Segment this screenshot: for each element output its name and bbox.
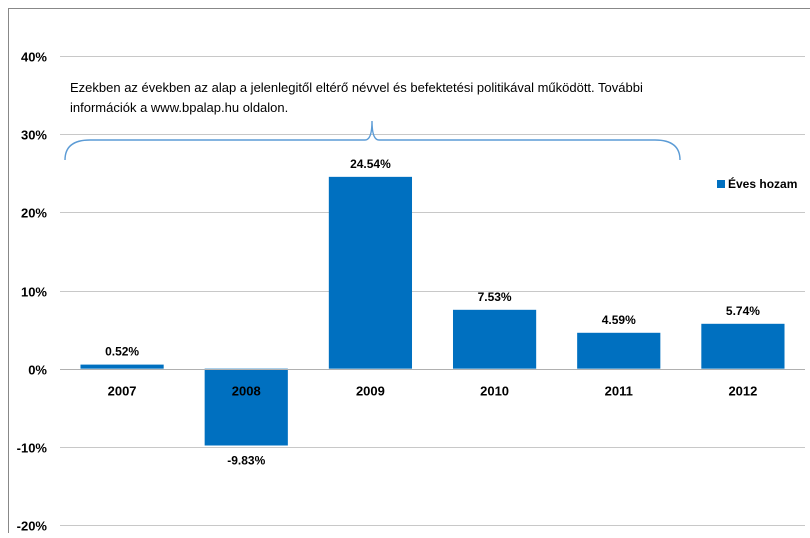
data-label-2010: 7.53% bbox=[478, 290, 512, 304]
x-tick-label-2009: 2009 bbox=[356, 384, 385, 399]
data-label-2007: 0.52% bbox=[105, 345, 139, 359]
bar-2011 bbox=[577, 333, 660, 369]
x-tick-label-2008: 2008 bbox=[232, 384, 261, 399]
data-label-2008: -9.83% bbox=[227, 454, 265, 468]
legend: Éves hozam bbox=[717, 176, 797, 191]
data-labels: 0.52% -9.83% 24.54% 7.53% 4.59% 5.74% bbox=[105, 157, 760, 468]
x-tick-label-2007: 2007 bbox=[108, 384, 137, 399]
x-axis-tick-labels: 2007 2008 2009 2010 2011 2012 bbox=[60, 370, 805, 399]
y-tick-label: 10% bbox=[21, 285, 47, 300]
bar-2009 bbox=[329, 177, 412, 369]
bar-2007 bbox=[80, 365, 163, 369]
data-label-2009: 24.54% bbox=[350, 157, 391, 171]
x-tick-label-2012: 2012 bbox=[728, 384, 757, 399]
y-tick-label: 40% bbox=[21, 50, 47, 65]
legend-swatch bbox=[717, 180, 725, 188]
x-tick-label-2011: 2011 bbox=[605, 384, 633, 399]
annotation-line-1: Ezekben az években az alap a jelenlegitő… bbox=[70, 80, 643, 95]
annotation-line-2: információk a www.bpalap.hu oldalon. bbox=[70, 100, 288, 115]
x-tick-label-2010: 2010 bbox=[480, 384, 509, 399]
y-axis-tick-labels: 40% 30% 20% 10% 0% -10% -20% bbox=[17, 50, 48, 534]
legend-label: Éves hozam bbox=[728, 176, 797, 191]
annotation-brace bbox=[65, 121, 680, 160]
y-tick-label: -10% bbox=[17, 441, 48, 456]
gridlines bbox=[60, 57, 805, 526]
y-tick-label: 0% bbox=[28, 363, 47, 378]
bar-2008 bbox=[205, 369, 288, 446]
y-tick-label: -20% bbox=[17, 519, 48, 534]
annotation: Ezekben az években az alap a jelenlegitő… bbox=[65, 80, 680, 160]
data-label-2011: 4.59% bbox=[602, 313, 636, 327]
bar-2010 bbox=[453, 310, 536, 369]
y-tick-label: 20% bbox=[21, 206, 47, 221]
bars bbox=[80, 177, 784, 446]
bar-2012 bbox=[701, 324, 784, 369]
y-tick-label: 30% bbox=[21, 128, 47, 143]
data-label-2012: 5.74% bbox=[726, 304, 760, 318]
